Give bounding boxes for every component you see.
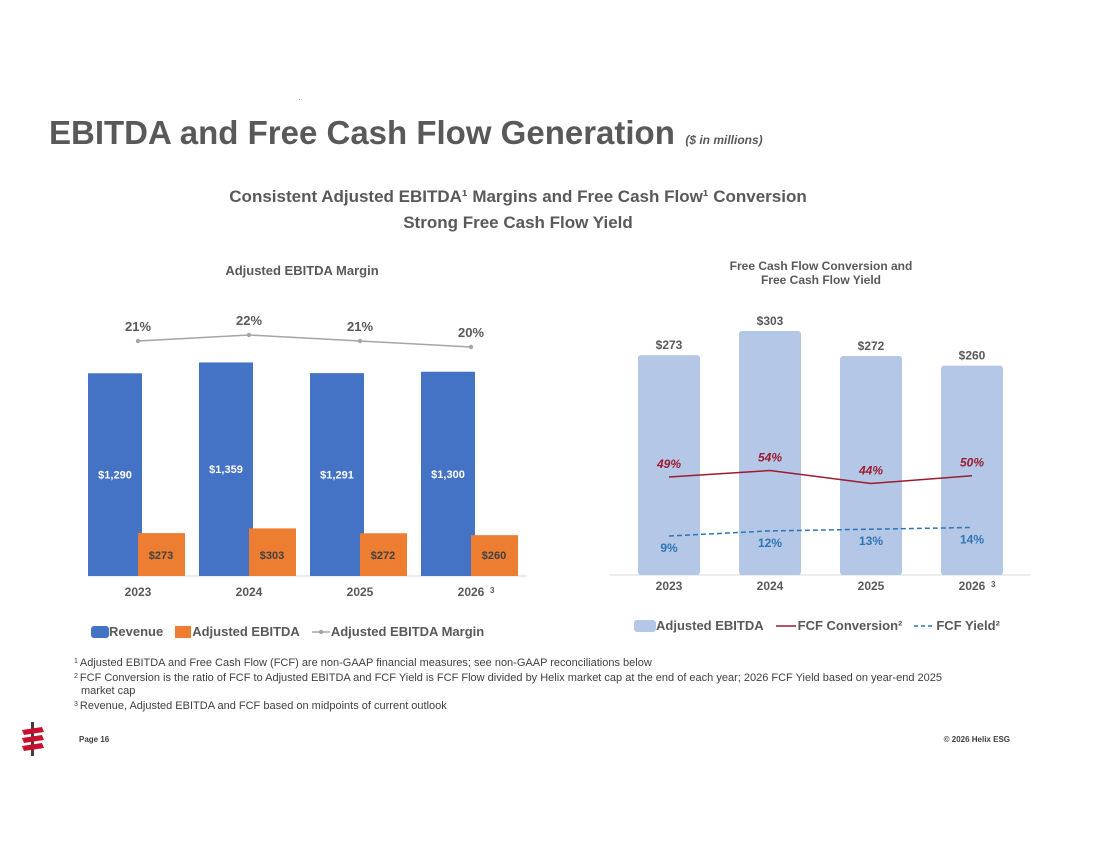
fcf-ebitda-label-2025: $272 [858,339,885,353]
fcf-conversion-line [668,469,973,485]
right-chart-title-line-1: Free Cash Flow Conversion and [729,259,913,273]
ebitda-bar-2026 [471,535,518,576]
page-number: Page 16 [79,735,110,744]
ebitda-bar-2024 [249,528,296,576]
fcf-conversion-label-2023: 49% [656,457,681,471]
margin-point-2025 [357,338,363,344]
legend-swatch-revenue [91,625,109,638]
legend-swatch-adjusted-ebitda [175,625,192,638]
footnote-2: 2 FCF Conversion is the ratio of FCF to A… [74,672,942,684]
legend-swatch-margin [311,629,330,634]
ebitda-label-2025: $272 [371,550,395,562]
left-xtick-note-2026: 3 [490,586,495,595]
fcf-yield-label-2023: 9% [660,541,678,555]
right-chart-title: Free Cash Flow Conversion and Free Cash … [671,259,971,287]
stray-dot [299,99,300,100]
ebitda-bar-2025 [360,533,407,576]
ebitda-label-2023: $273 [149,550,173,562]
right-xtick-2023: 2023 [656,579,683,593]
fcf-yield-label-2026: 14% [960,533,984,547]
fcf-conversion-label-2026: 50% [960,456,984,470]
footnote-3-text: Revenue, Adjusted EBITDA and FCF based o… [79,700,447,712]
margin-line [137,334,472,348]
footnote-1: 1 Adjusted EBITDA and Free Cash Flow (FCF… [74,657,652,669]
fcf-conversion-label-2024: 54% [758,451,782,465]
revenue-label-2023: $1,290 [98,470,132,482]
fcf-ebitda-label-2026: $260 [959,349,986,363]
footnote-3: 3 Revenue, Adjusted EBITDA and FCF based … [74,700,447,712]
ebitda-label-2024: $303 [260,550,284,562]
legend-swatch-fcf-conversion [775,624,796,627]
subheading-line-2: Strong Free Cash Flow Yield [403,213,633,232]
legend-label-fcf-conversion: FCF Conversion² [797,618,903,633]
fcf-ebitda-bar-2025 [840,355,902,575]
revenue-bar-2025 [310,373,364,576]
legend-item-ebitda-light: Adjusted EBITDA [634,618,764,633]
fcf-ebitda-label-2024: $303 [757,314,784,328]
footnote-1-text: Adjusted EBITDA and Free Cash Flow (FCF)… [79,657,652,669]
margin-label-2024: 22% [236,313,262,328]
margin-label-2026: 20% [458,325,484,340]
margin-label-2025: 21% [347,319,373,334]
legend-label-margin: Adjusted EBITDA Margin [330,624,485,639]
subheading-line-1: Consistent Adjusted EBITDA¹ Margins and … [229,187,807,206]
fcf-ebitda-bar-2024 [739,331,801,575]
fcf-yield-line [668,526,973,537]
right-xtick-2025: 2025 [858,579,885,593]
title-units: ($ in millions) [685,133,763,147]
legend-label-revenue: Revenue [109,624,164,639]
legend-swatch-ebitda-light [634,619,656,632]
right-xtick-note-2026: 3 [991,580,996,589]
fcf-yield-label-2024: 12% [758,536,782,550]
ebitda-label-2026: $260 [482,550,506,562]
legend-item-margin: Adjusted EBITDA Margin [311,624,485,639]
footnote-2-continued: market cap [81,685,136,697]
legend-swatch-fcf-yield [914,624,935,627]
fcf-yield-label-2025: 13% [859,534,883,548]
revenue-bar-2026 [421,371,475,576]
fcf-ebitda-label-2023: $273 [656,338,683,352]
page-title: EBITDA and Free Cash Flow Generation ($ … [49,114,763,152]
left-xtick-2023: 2023 [125,585,152,599]
copyright: © 2026 Helix ESG [943,735,1010,744]
right-xtick-2026: 2026 [959,579,986,593]
ebitda-bar-2023 [138,533,185,576]
left-xtick-2024: 2024 [236,585,263,599]
legend-item-adjusted-ebitda: Adjusted EBITDA [175,624,300,639]
revenue-bar-2023 [88,373,142,576]
legend-item-fcf-conversion: FCF Conversion² [775,618,903,633]
margin-point-2024 [246,332,252,338]
margin-point-2026 [468,344,474,350]
title-main: EBITDA and Free Cash Flow Generation [49,114,675,151]
legend-label-ebitda-light: Adjusted EBITDA [656,618,764,633]
right-chart-title-line-2: Free Cash Flow Yield [760,273,882,287]
revenue-bar-2024 [199,362,253,576]
footnote-2-text: FCF Conversion is the ratio of FCF to Ad… [79,672,942,684]
helix-logo-icon [22,722,44,756]
right-chart-legend: Adjusted EBITDA FCF Conversion² FCF Yiel… [634,618,1012,633]
fcf-ebitda-bar-2023 [638,355,700,575]
revenue-label-2025: $1,291 [320,470,354,482]
footnotes: 1 Adjusted EBITDA and Free Cash Flow (FCF… [74,655,1014,713]
revenue-label-2024: $1,359 [209,464,243,476]
margin-label-2023: 21% [125,319,151,334]
legend-item-fcf-yield: FCF Yield² [914,618,1000,633]
margin-point-2023 [135,338,141,344]
fcf-conversion-label-2025: 44% [858,464,883,478]
legend-item-revenue: Revenue [91,624,163,639]
left-xtick-2026: 2026 [458,585,485,599]
legend-label-fcf-yield: FCF Yield² [936,618,1000,633]
left-chart-title: Adjusted EBITDA Margin [225,263,379,278]
left-xtick-2025: 2025 [347,585,374,599]
revenue-label-2026: $1,300 [431,469,465,481]
legend-label-adjusted-ebitda: Adjusted EBITDA [192,624,300,639]
fcf-ebitda-bar-2026 [941,365,1003,575]
right-xtick-2024: 2024 [757,579,784,593]
left-chart-legend: Revenue Adjusted EBITDA Adjusted EBITDA … [91,624,496,639]
